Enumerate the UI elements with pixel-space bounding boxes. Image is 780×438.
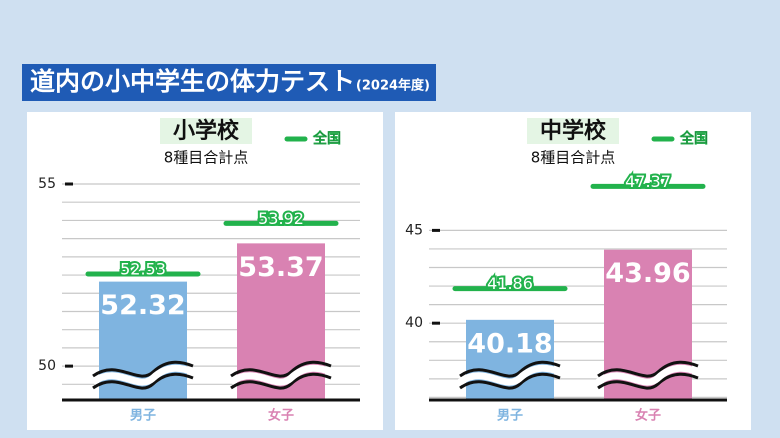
reference-label: 53.92 xyxy=(258,209,304,228)
chart-title: 小学校 xyxy=(173,118,240,144)
title-banner xyxy=(22,64,436,101)
reference-label: 47.37 xyxy=(625,172,671,191)
axis-break xyxy=(597,372,699,390)
axis-break xyxy=(92,372,194,390)
y-tick-label: 45 xyxy=(405,222,423,238)
chart-subtitle: 8種目合計点 xyxy=(164,149,249,167)
y-tick-label: 50 xyxy=(38,358,56,374)
axis-break xyxy=(459,372,561,390)
axis-break xyxy=(230,360,332,378)
chart-title: 中学校 xyxy=(540,118,607,144)
axis-break xyxy=(230,372,332,390)
y-tick-label: 40 xyxy=(405,315,423,331)
x-tick-label: 女子 xyxy=(268,408,294,424)
axis-break-gap xyxy=(228,364,333,386)
legend-label: 全国 xyxy=(679,130,708,147)
axis-break xyxy=(459,360,561,378)
value-label: 52.32 xyxy=(100,290,185,321)
x-tick-label: 女子 xyxy=(635,408,661,424)
reference-label: 41.86 xyxy=(487,274,533,293)
axis-break xyxy=(597,360,699,378)
value-label: 43.96 xyxy=(605,258,690,289)
axis-break-gap xyxy=(457,364,562,386)
title-bg xyxy=(160,118,252,144)
title-bg xyxy=(527,118,619,144)
page-subtitle: (2024年度) xyxy=(356,78,430,94)
axis-break-gap xyxy=(90,364,195,386)
x-tick-label: 男子 xyxy=(497,409,523,424)
axis-break-gap xyxy=(595,364,700,386)
value-label: 40.18 xyxy=(467,328,552,359)
reference-label: 52.53 xyxy=(120,259,166,278)
page-title: 道内の小中学生の体力テスト xyxy=(30,67,355,96)
chart-subtitle: 8種目合計点 xyxy=(531,149,616,167)
axis-break xyxy=(92,360,194,378)
y-tick-label: 55 xyxy=(38,176,56,192)
x-tick-label: 男子 xyxy=(130,409,156,424)
value-label: 53.37 xyxy=(238,252,323,283)
legend-label: 全国 xyxy=(312,130,341,147)
